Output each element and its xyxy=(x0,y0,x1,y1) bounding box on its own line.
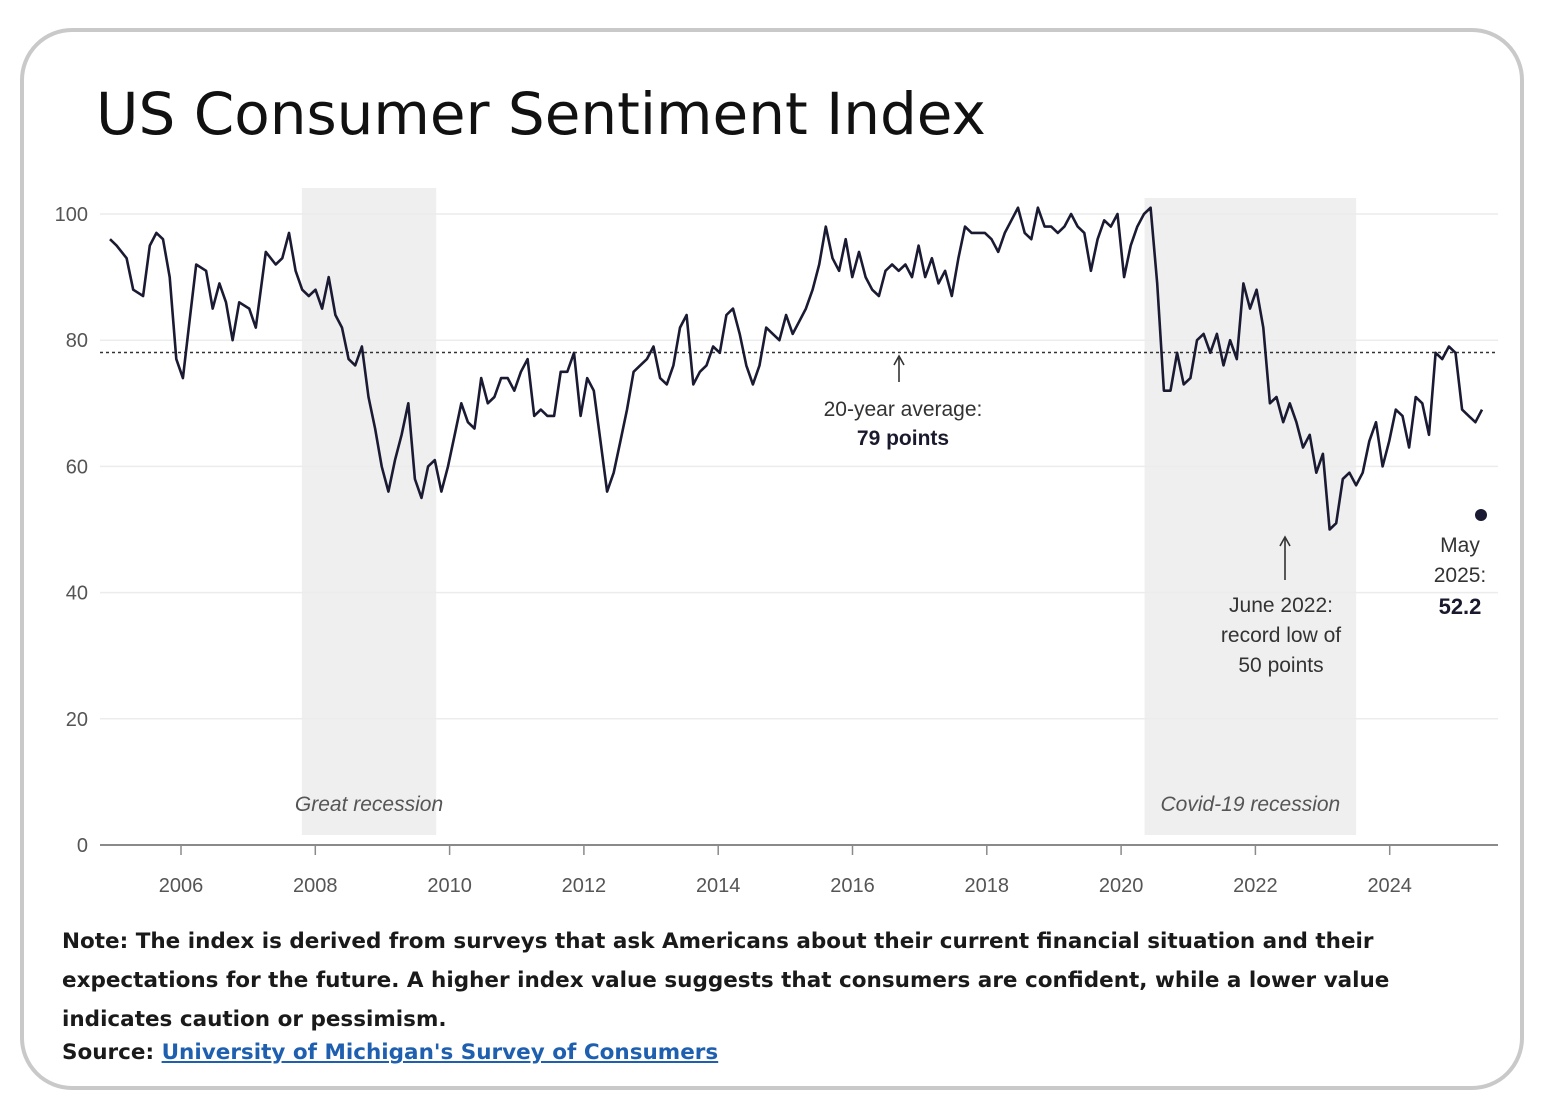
record-low-annotation-line2: record low of xyxy=(1221,624,1341,647)
x-tick-2006: 2006 xyxy=(159,875,204,897)
y-tick-20: 20 xyxy=(66,709,88,731)
latest-point-marker xyxy=(1475,509,1487,521)
shaded-region-label-1: Covid-19 recession xyxy=(1160,793,1340,816)
x-tick-2014: 2014 xyxy=(696,875,741,897)
record-low-arrow-head xyxy=(1279,535,1291,547)
average-annotation-line1: 20-year average: xyxy=(824,398,983,421)
y-tick-80: 80 xyxy=(66,330,88,352)
latest-annotation-value: 52.2 xyxy=(1439,594,1482,619)
shaded-region-label-0: Great recession xyxy=(295,793,443,816)
average-arrow-head xyxy=(893,354,905,366)
y-axis-ticks: 0 20 40 60 80 100 xyxy=(55,204,88,857)
x-tick-2008: 2008 xyxy=(293,875,338,897)
x-tick-2022: 2022 xyxy=(1233,875,1278,897)
x-tick-2024: 2024 xyxy=(1367,875,1412,897)
source-link[interactable]: University of Michigan's Survey of Consu… xyxy=(161,1040,719,1065)
chart-title: US Consumer Sentiment Index xyxy=(96,80,986,148)
x-tick-2010: 2010 xyxy=(427,875,472,897)
source-line: Source: University of Michigan's Survey … xyxy=(62,1040,718,1065)
x-tick-2012: 2012 xyxy=(562,875,607,897)
shaded-region-0 xyxy=(301,188,437,835)
latest-annotation-line2: 2025: xyxy=(1434,564,1487,587)
x-tick-2020: 2020 xyxy=(1099,875,1144,897)
record-low-annotation-line3: 50 points xyxy=(1238,654,1323,677)
shaded-regions: Great recession Covid-19 recession xyxy=(295,188,1357,835)
annotations: 20-year average: 79 points June 2022: re… xyxy=(824,354,1487,677)
y-tick-100: 100 xyxy=(55,204,88,226)
note-text: Note: The index is derived from surveys … xyxy=(62,929,1390,1032)
y-tick-0: 0 xyxy=(77,835,88,857)
series-group xyxy=(109,206,1487,531)
y-tick-40: 40 xyxy=(66,583,88,605)
average-annotation-line2: 79 points xyxy=(857,427,949,450)
record-low-annotation-line1: June 2022: xyxy=(1229,594,1333,617)
y-tick-60: 60 xyxy=(66,456,88,478)
source-label: Source: xyxy=(62,1040,155,1065)
shaded-region-1 xyxy=(1144,198,1357,835)
x-tick-2016: 2016 xyxy=(830,875,875,897)
x-tick-2018: 2018 xyxy=(965,875,1010,897)
latest-annotation-line1: May xyxy=(1440,534,1480,557)
series-line-0 xyxy=(109,206,1484,531)
x-axis-ticks: 2006 2008 2010 2012 2014 2016 2018 2020 2022 2024 xyxy=(159,845,1412,897)
